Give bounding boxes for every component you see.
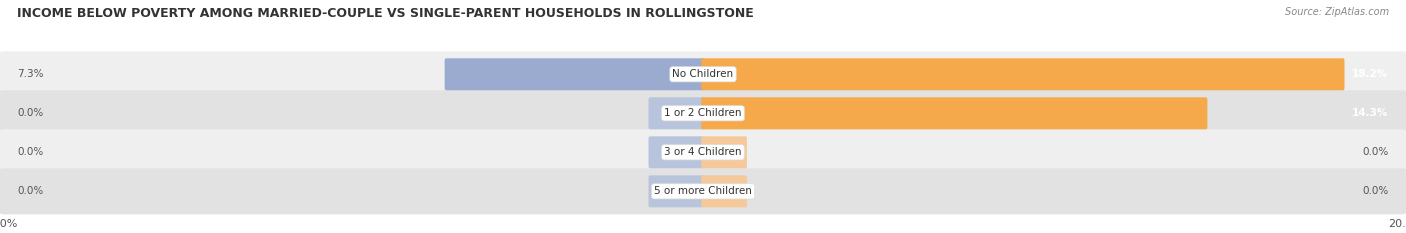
FancyBboxPatch shape (0, 51, 1406, 97)
Text: 0.0%: 0.0% (18, 147, 44, 157)
Text: 18.2%: 18.2% (1353, 69, 1389, 79)
FancyBboxPatch shape (0, 129, 1406, 175)
FancyBboxPatch shape (0, 168, 1406, 214)
Text: 1 or 2 Children: 1 or 2 Children (664, 108, 742, 118)
Text: 0.0%: 0.0% (18, 108, 44, 118)
Text: 0.0%: 0.0% (18, 186, 44, 196)
FancyBboxPatch shape (702, 58, 1344, 90)
FancyBboxPatch shape (648, 175, 704, 207)
FancyBboxPatch shape (648, 97, 704, 129)
FancyBboxPatch shape (702, 97, 1208, 129)
FancyBboxPatch shape (444, 58, 704, 90)
Text: 3 or 4 Children: 3 or 4 Children (664, 147, 742, 157)
FancyBboxPatch shape (0, 90, 1406, 136)
FancyBboxPatch shape (702, 175, 747, 207)
Text: 14.3%: 14.3% (1353, 108, 1389, 118)
Text: 7.3%: 7.3% (18, 69, 44, 79)
Text: INCOME BELOW POVERTY AMONG MARRIED-COUPLE VS SINGLE-PARENT HOUSEHOLDS IN ROLLING: INCOME BELOW POVERTY AMONG MARRIED-COUPL… (17, 7, 754, 20)
Text: 0.0%: 0.0% (1362, 186, 1389, 196)
Text: 5 or more Children: 5 or more Children (654, 186, 752, 196)
Text: No Children: No Children (672, 69, 734, 79)
FancyBboxPatch shape (648, 136, 704, 168)
Text: Source: ZipAtlas.com: Source: ZipAtlas.com (1285, 7, 1389, 17)
FancyBboxPatch shape (702, 136, 747, 168)
Text: 0.0%: 0.0% (1362, 147, 1389, 157)
